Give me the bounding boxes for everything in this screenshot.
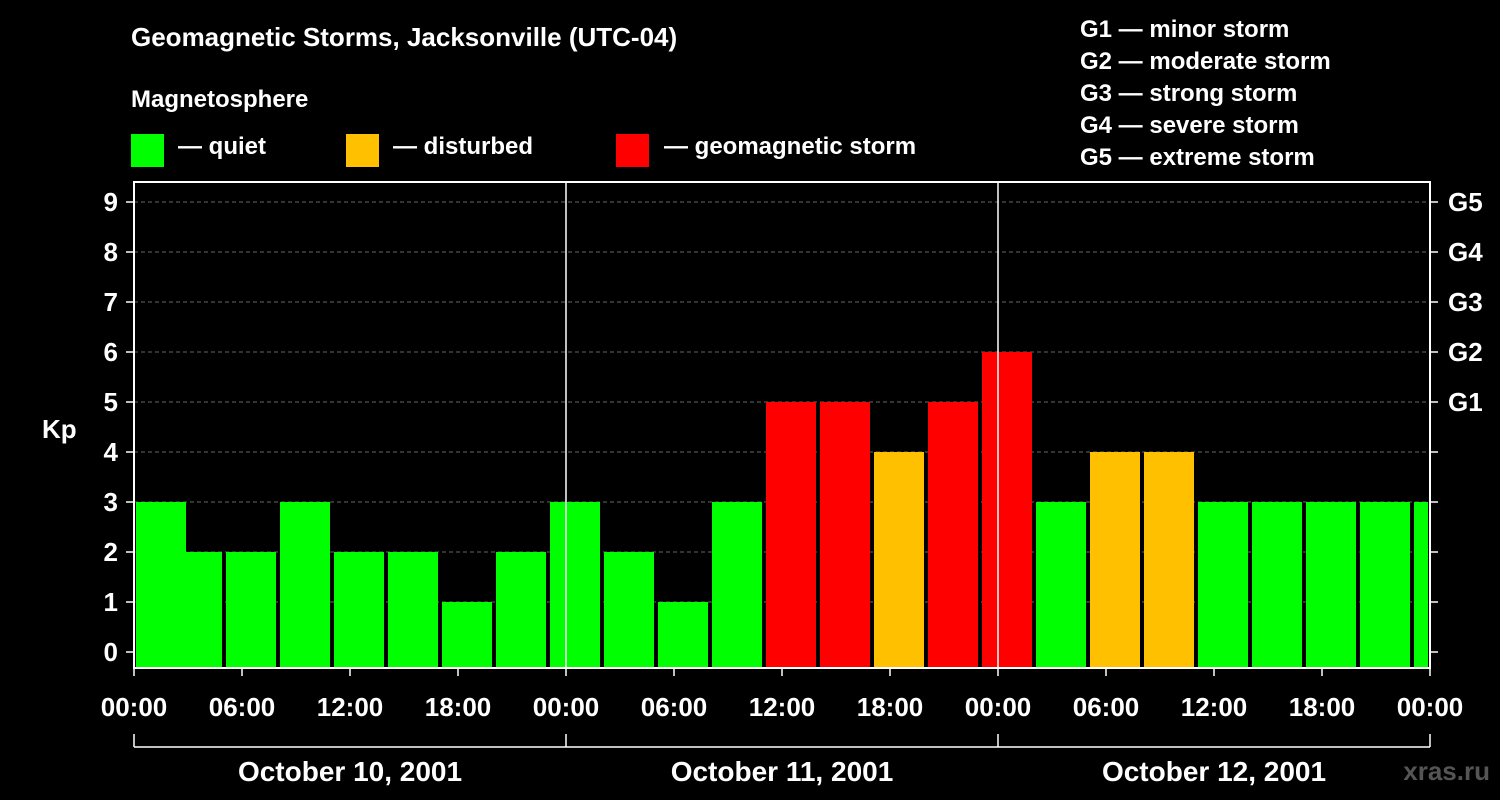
watermark: xras.ru (1403, 756, 1490, 786)
x-tick-label: 18:00 (425, 692, 492, 722)
kp-bar-15 (928, 402, 978, 668)
y-tick-label: 2 (104, 537, 118, 567)
x-tick-label: 12:00 (317, 692, 384, 722)
y-tick-label: 7 (104, 287, 118, 317)
y-tick-label: 8 (104, 237, 118, 267)
kp-bar-12 (766, 402, 816, 668)
kp-bar-10 (658, 602, 708, 668)
x-tick-label: 18:00 (857, 692, 924, 722)
kp-bar-22 (1306, 502, 1356, 668)
g-axis-label-G5: G5 (1448, 187, 1483, 217)
kp-bar-21 (1252, 502, 1302, 668)
kp-bar-20 (1198, 502, 1248, 668)
kp-bar-23 (1360, 502, 1410, 668)
legend-label-quiet: — quiet (178, 133, 266, 160)
kp-bar-2 (226, 552, 276, 668)
x-tick-label: 00:00 (533, 692, 600, 722)
g-level-3: G3 — strong storm (1080, 80, 1298, 107)
kp-bar-9 (604, 552, 654, 668)
x-tick-label: 12:00 (1181, 692, 1248, 722)
g-axis-label-G1: G1 (1448, 387, 1483, 417)
y-tick-label: 9 (104, 187, 118, 217)
g-level-1: G1 — minor storm (1080, 16, 1290, 43)
legend-label-disturbed: — disturbed (393, 133, 534, 160)
kp-bar-14 (874, 452, 924, 668)
y-tick-label: 4 (104, 437, 119, 467)
kp-bar-5 (388, 552, 438, 668)
kp-bar-4 (334, 552, 384, 668)
date-label-2: October 12, 2001 (1102, 756, 1326, 787)
y-tick-label: 0 (104, 637, 118, 667)
g-level-4: G4 — severe storm (1080, 112, 1299, 139)
x-tick-label: 18:00 (1289, 692, 1356, 722)
y-tick-label: 3 (104, 487, 118, 517)
legend-heading: Magnetosphere (131, 86, 309, 113)
kp-bar-3 (280, 502, 330, 668)
x-tick-label: 06:00 (1073, 692, 1140, 722)
g-level-2: G2 — moderate storm (1080, 48, 1331, 75)
kp-bar-7 (496, 552, 546, 668)
date-label-0: October 10, 2001 (238, 756, 462, 787)
kp-bar-11 (712, 502, 762, 668)
chart-title: Geomagnetic Storms, Jacksonville (UTC-04… (131, 22, 678, 52)
y-tick-label: 6 (104, 337, 118, 367)
legend-swatch-quiet (131, 134, 164, 167)
g-level-5: G5 — extreme storm (1080, 144, 1315, 171)
date-label-1: October 11, 2001 (671, 756, 894, 787)
x-tick-label: 12:00 (749, 692, 816, 722)
g-axis-label-G3: G3 (1448, 287, 1483, 317)
g-axis-label-G4: G4 (1448, 237, 1483, 267)
g-axis-label-G2: G2 (1448, 337, 1483, 367)
x-tick-label: 06:00 (209, 692, 276, 722)
x-tick-label: 00:00 (1397, 692, 1464, 722)
kp-bar-6 (442, 602, 492, 668)
y-tick-label: 5 (104, 387, 118, 417)
kp-bar-8 (550, 502, 600, 668)
kp-bar-24 (1414, 502, 1428, 668)
x-tick-label: 00:00 (965, 692, 1032, 722)
x-tick-label: 00:00 (101, 692, 168, 722)
y-axis-label: Kp (42, 414, 77, 444)
legend-swatch-disturbed (346, 134, 379, 167)
kp-bar-19 (1144, 452, 1194, 668)
x-tick-label: 06:00 (641, 692, 708, 722)
legend-label-storm: — geomagnetic storm (664, 133, 917, 160)
legend-swatch-storm (616, 134, 649, 167)
kp-bar-13 (820, 402, 870, 668)
kp-bar-17 (1036, 502, 1086, 668)
y-tick-label: 1 (104, 587, 118, 617)
kp-bar-1 (172, 552, 222, 668)
kp-bar-16 (982, 352, 1032, 668)
kp-bar-18 (1090, 452, 1140, 668)
